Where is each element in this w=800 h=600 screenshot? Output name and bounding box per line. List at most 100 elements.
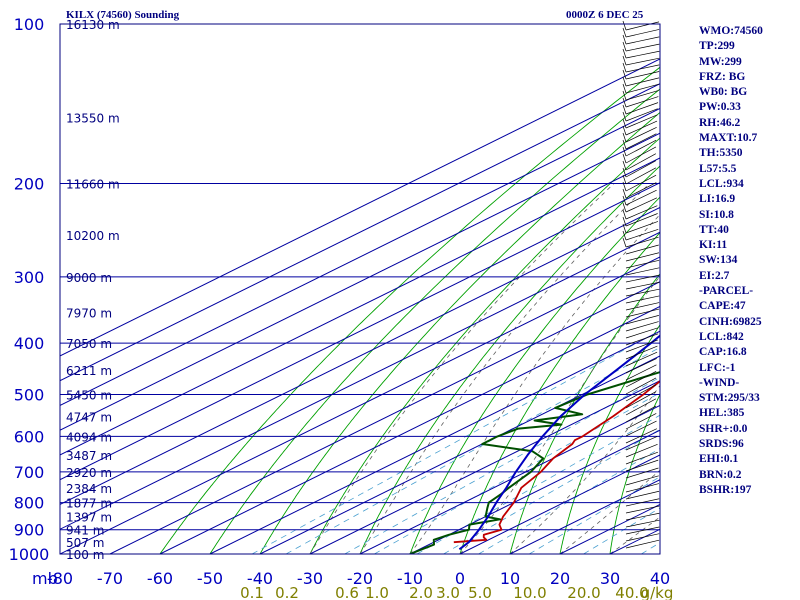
wind-barb-flag bbox=[622, 146, 627, 157]
stat-line: -WIND- bbox=[699, 376, 740, 389]
wind-barb bbox=[625, 260, 660, 269]
dry-adiabat bbox=[359, 165, 660, 554]
dry-adiabat bbox=[559, 324, 660, 554]
wind-barb bbox=[625, 133, 657, 150]
wind-barb bbox=[625, 539, 660, 549]
parcel-trace bbox=[458, 334, 660, 551]
wind-barb-flag bbox=[622, 76, 627, 87]
wind-barb bbox=[625, 371, 657, 388]
temperature-tick-label: -40 bbox=[247, 569, 273, 588]
wind-barb bbox=[625, 526, 660, 535]
wind-barb bbox=[625, 490, 660, 500]
wind-barbs bbox=[622, 20, 660, 549]
height-label: 9000 m bbox=[66, 271, 112, 285]
wind-barb-flag bbox=[622, 62, 627, 73]
height-label: 941 m bbox=[66, 524, 104, 538]
stat-line: LCL:842 bbox=[699, 330, 744, 343]
pressure-tick-label: 600 bbox=[14, 427, 45, 446]
height-label: 100 m bbox=[66, 548, 104, 562]
temperature-tick-label: 0 bbox=[455, 569, 465, 588]
wind-barb bbox=[625, 475, 659, 486]
wind-barb bbox=[625, 498, 660, 507]
stat-line: WMO:74560 bbox=[699, 25, 763, 37]
wind-barb-flag bbox=[622, 69, 627, 80]
temperature-tick-label: -50 bbox=[197, 569, 223, 588]
height-label: 5450 m bbox=[66, 388, 112, 402]
stat-line: L57:5.5 bbox=[699, 162, 737, 175]
wind-barb bbox=[625, 377, 657, 395]
height-label: 1397 m bbox=[66, 511, 112, 525]
wind-barb bbox=[625, 315, 659, 325]
temperature-trace bbox=[453, 380, 660, 544]
stat-line: BRN:0.2 bbox=[699, 468, 742, 481]
height-label: 507 m bbox=[66, 536, 104, 550]
stat-line: BSHR:197 bbox=[699, 483, 752, 496]
wind-barb-flag bbox=[622, 111, 627, 122]
stat-line: CAPE:47 bbox=[699, 300, 746, 313]
stat-line: TH:5350 bbox=[699, 147, 743, 160]
mixing-ratio-tick-label: 5.0 bbox=[468, 584, 492, 600]
pressure-tick-label: 700 bbox=[14, 463, 45, 482]
stat-line: LI:16.9 bbox=[699, 193, 736, 206]
stat-line: RH:46.2 bbox=[699, 116, 741, 129]
temperature-tick-label: 10 bbox=[500, 569, 520, 588]
wind-barb bbox=[625, 436, 658, 451]
stat-line: STM:295/33 bbox=[699, 392, 760, 405]
isotherm bbox=[60, 83, 660, 382]
traces bbox=[409, 334, 660, 554]
wind-barb bbox=[625, 174, 657, 192]
wind-barb bbox=[625, 96, 659, 108]
wind-barb bbox=[625, 57, 660, 66]
wind-barb-flag bbox=[622, 104, 627, 115]
pressure-tick-label: 200 bbox=[14, 175, 45, 194]
dry-adiabat bbox=[259, 111, 660, 554]
isotherm bbox=[60, 58, 660, 357]
dry-adiabat bbox=[459, 231, 660, 554]
pressure-tick-label: 800 bbox=[14, 494, 45, 513]
chart-time: 0000Z 6 DEC 25 bbox=[566, 9, 644, 21]
wind-barb bbox=[625, 114, 658, 129]
stat-line: MAXT:10.7 bbox=[699, 132, 758, 145]
wind-barb bbox=[625, 77, 660, 87]
wind-barb bbox=[625, 333, 659, 346]
mixing-ratio-tick-label: 20.0 bbox=[567, 584, 600, 600]
wind-barb-flag bbox=[622, 132, 627, 143]
temperature-tick-label: -70 bbox=[97, 569, 123, 588]
wind-barb-flag bbox=[622, 167, 627, 178]
stat-line: SHR+:0.0 bbox=[699, 422, 748, 435]
wind-barb bbox=[625, 36, 660, 45]
height-label: 3487 m bbox=[66, 449, 112, 463]
stat-line: WB0: BG bbox=[699, 86, 748, 99]
wind-barb-flag bbox=[622, 118, 627, 129]
stats-panel: WMO:74560 TP:299 MW:299 FRZ: BG WB0: BG PW:0.… bbox=[699, 24, 799, 498]
height-label: 16130 m bbox=[66, 18, 120, 32]
wind-barb bbox=[625, 205, 658, 220]
wind-barb bbox=[625, 160, 657, 178]
wind-barb-flag bbox=[622, 188, 627, 199]
wind-barb bbox=[625, 182, 657, 199]
temperature-tick-label: -20 bbox=[347, 569, 373, 588]
wind-barb bbox=[625, 189, 657, 206]
plot-frame bbox=[59, 23, 661, 555]
wind-barb bbox=[625, 533, 660, 542]
pressure-unit-label: mb bbox=[32, 569, 58, 588]
wind-barb bbox=[625, 90, 659, 101]
wind-barb bbox=[625, 295, 660, 304]
stat-line: TT:40 bbox=[699, 223, 729, 236]
isotherm bbox=[60, 256, 660, 554]
stat-line: CINH:69825 bbox=[699, 315, 762, 328]
wind-barb bbox=[625, 384, 657, 402]
stat-line: PW:0.33 bbox=[699, 101, 741, 114]
stat-line: EHI:0.1 bbox=[699, 453, 739, 466]
chart-title: KILX (74560) Sounding bbox=[66, 9, 180, 21]
wind-barb bbox=[625, 321, 659, 332]
wind-barb bbox=[625, 274, 660, 283]
isotherm bbox=[309, 380, 660, 554]
wind-barb bbox=[625, 281, 660, 290]
height-label: 1877 m bbox=[66, 497, 112, 511]
wind-barb bbox=[625, 339, 658, 353]
height-label: 6211 m bbox=[66, 364, 112, 378]
height-label: 11660 m bbox=[66, 178, 120, 192]
mixing-ratio-tick-label: 0.6 bbox=[335, 584, 359, 600]
